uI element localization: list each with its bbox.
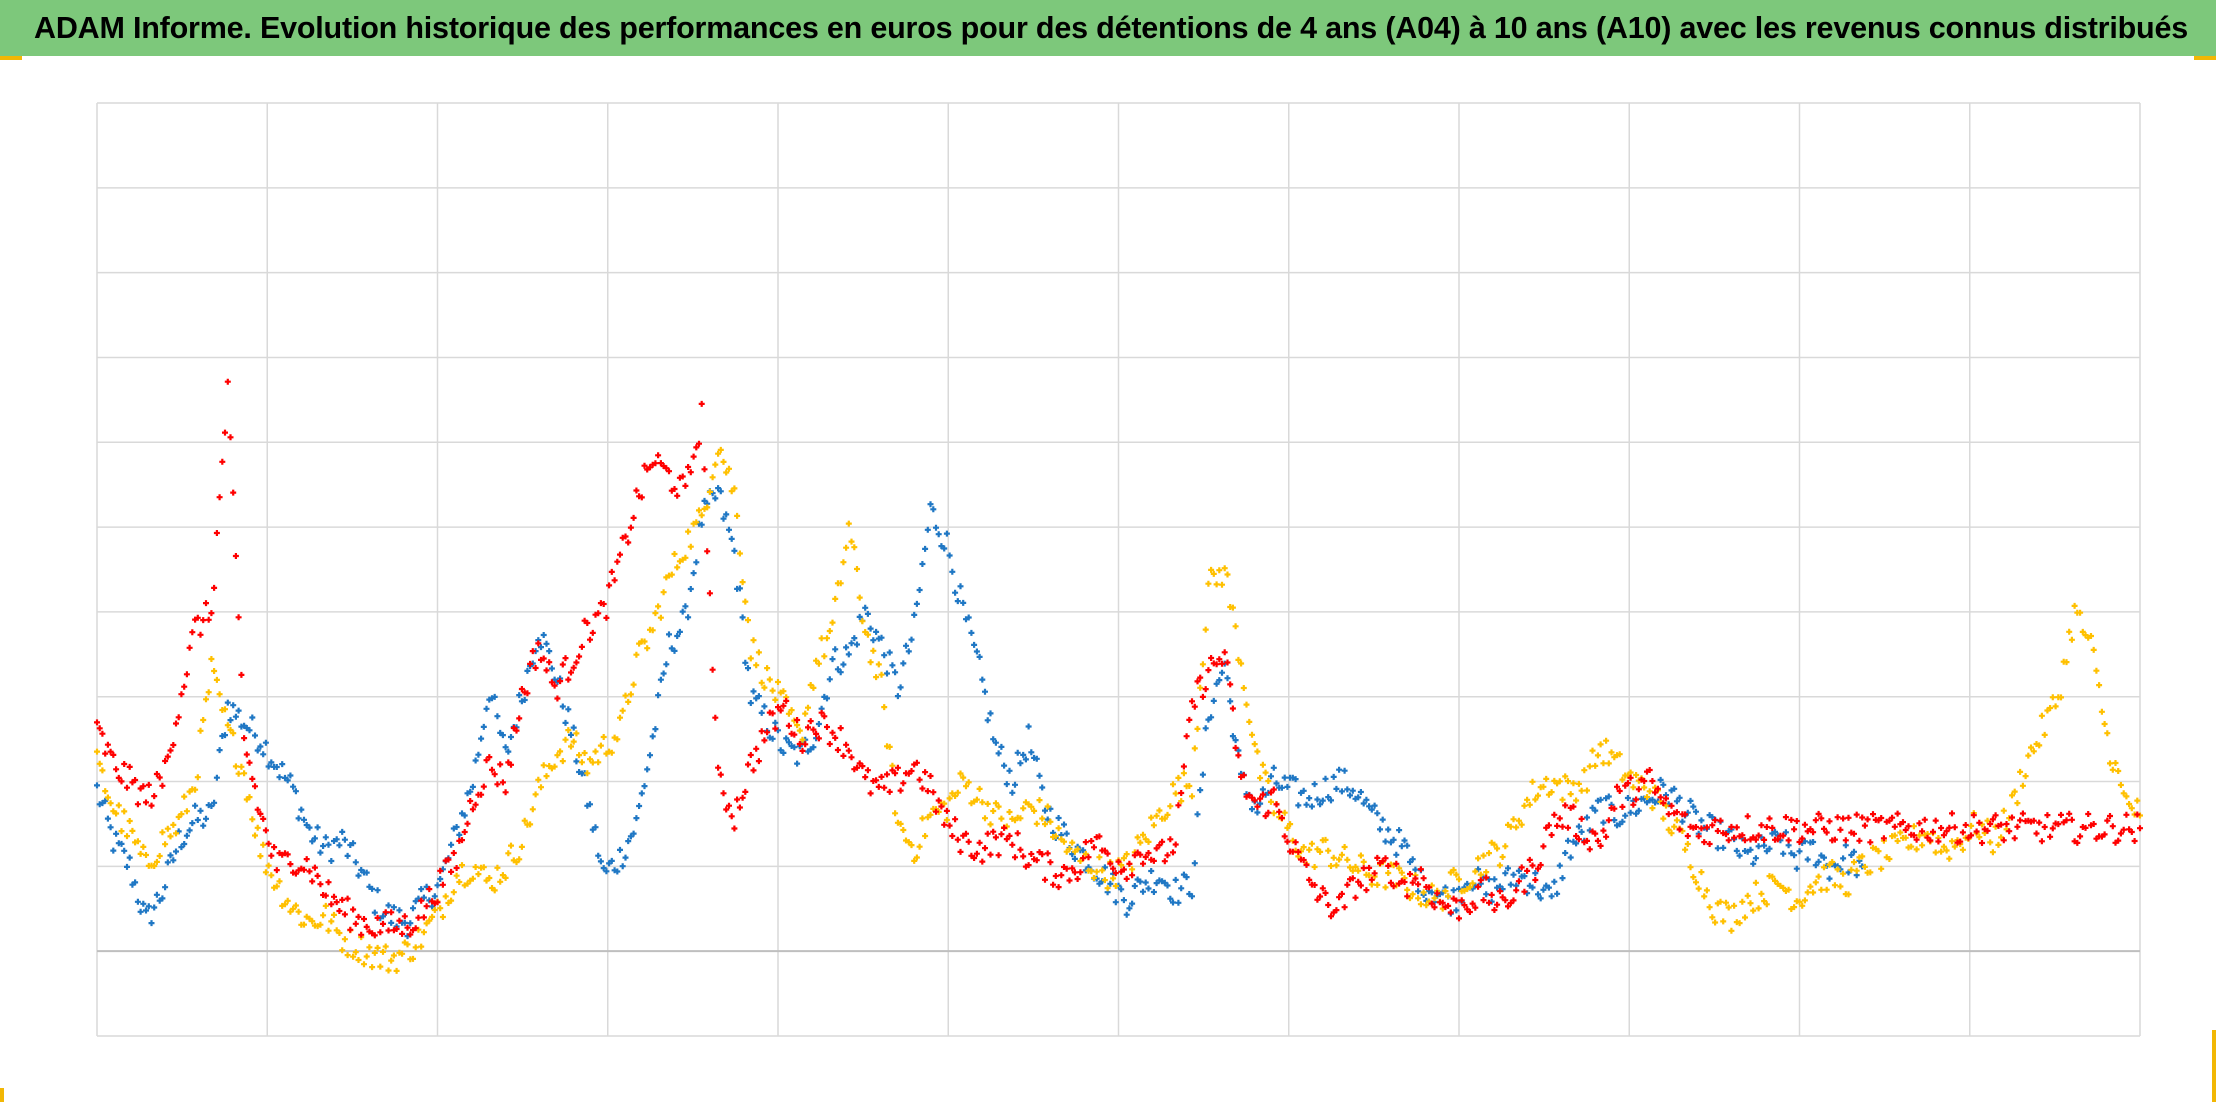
- frame-corner-bottom-left: [0, 1088, 4, 1102]
- series-1-markers: [94, 485, 1866, 940]
- series-1: [94, 485, 1866, 940]
- frame-edge-right: [2212, 1030, 2216, 1102]
- frame-corner-top-left: [0, 56, 22, 60]
- frame-corner-top-right: [2194, 56, 2216, 60]
- title-bar: ADAM Informe. Evolution historique des p…: [0, 0, 2216, 56]
- chart-title: ADAM Informe. Evolution historique des p…: [34, 10, 2189, 45]
- series-3: [94, 378, 2143, 939]
- grid: [96, 102, 2141, 1037]
- data-points: [94, 378, 2143, 974]
- series-3-markers: [94, 378, 2143, 939]
